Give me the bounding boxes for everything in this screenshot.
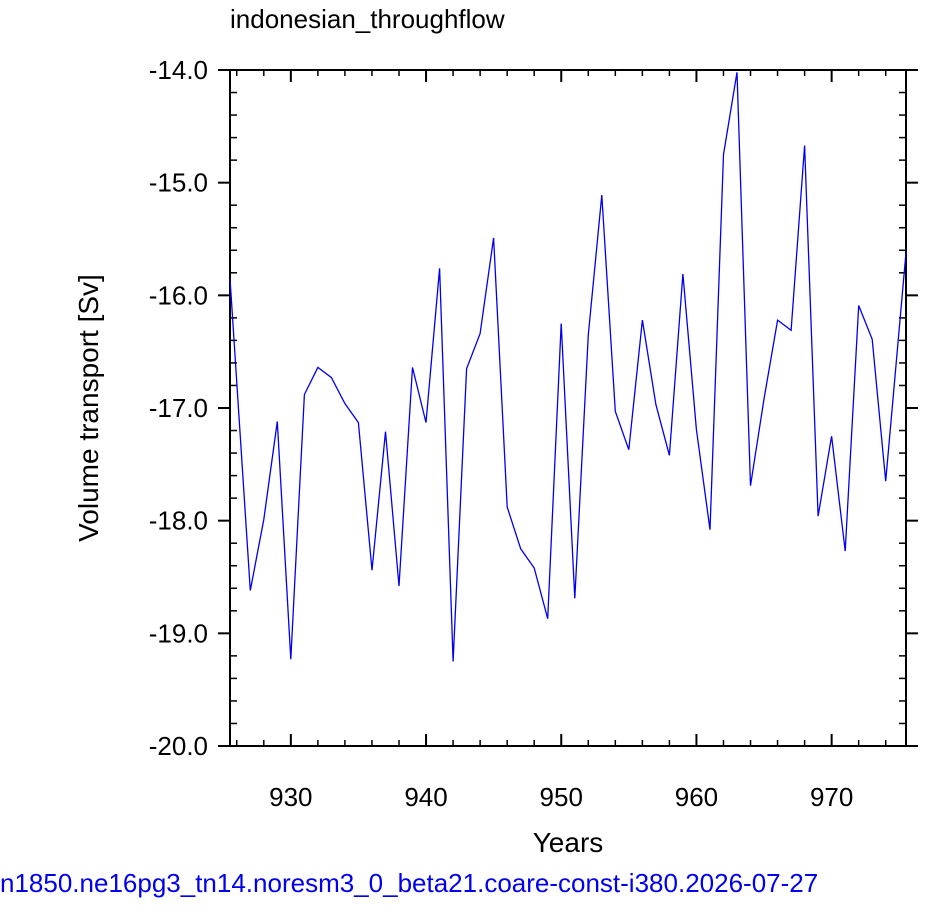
y-axis-label: Volume transport [Sv] bbox=[73, 274, 104, 542]
footer-caption-text: n1850.ne16pg3_tn14.noresm3_0_beta21.coar… bbox=[0, 868, 819, 898]
y-tick-label: -18.0 bbox=[149, 506, 208, 536]
y-tick-label: -15.0 bbox=[149, 168, 208, 198]
x-tick-label: 930 bbox=[269, 782, 312, 812]
x-tick-label: 940 bbox=[404, 782, 447, 812]
footer-caption: n1850.ne16pg3_tn14.noresm3_0_beta21.coar… bbox=[0, 868, 944, 898]
x-tick-label: 960 bbox=[675, 782, 718, 812]
series-line bbox=[229, 72, 907, 662]
y-tick-label: -14.0 bbox=[149, 55, 208, 85]
y-tick-label: -20.0 bbox=[149, 731, 208, 761]
axis-tick-labels: 930 940 950 960 970 -20.0 -19.0 -18.0 -17.0 -16.0… bbox=[149, 55, 854, 812]
chart-title: indonesian_throughflow bbox=[230, 4, 505, 34]
y-tick-label: -19.0 bbox=[149, 618, 208, 648]
x-axis-label: Years bbox=[533, 827, 604, 858]
plot-frame bbox=[229, 69, 907, 747]
x-tick-label: 950 bbox=[540, 782, 583, 812]
y-tick-label: -17.0 bbox=[149, 393, 208, 423]
axis-ticks bbox=[218, 69, 918, 747]
x-tick-label: 970 bbox=[810, 782, 853, 812]
y-tick-label: -16.0 bbox=[149, 280, 208, 310]
